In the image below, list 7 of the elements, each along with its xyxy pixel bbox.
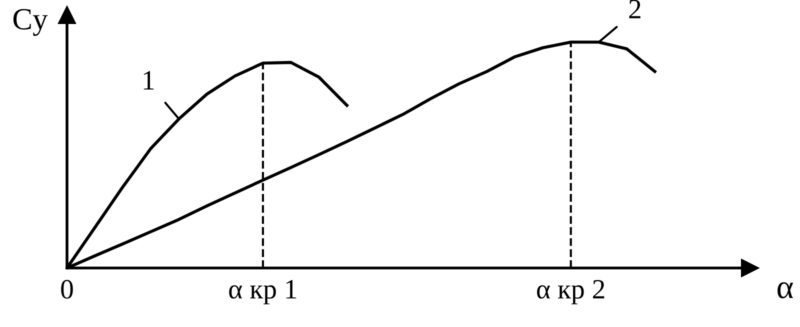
x-tick-label: α кр 1 (229, 280, 296, 304)
series-label: 2 (629, 0, 640, 18)
y-axis-title: Cy (13, 9, 48, 36)
x-axis-title: α (778, 282, 793, 298)
x-tick-label: α кр 2 (537, 280, 604, 304)
series-label: 1 (144, 71, 154, 90)
x-tick-label: 0 (61, 280, 73, 299)
